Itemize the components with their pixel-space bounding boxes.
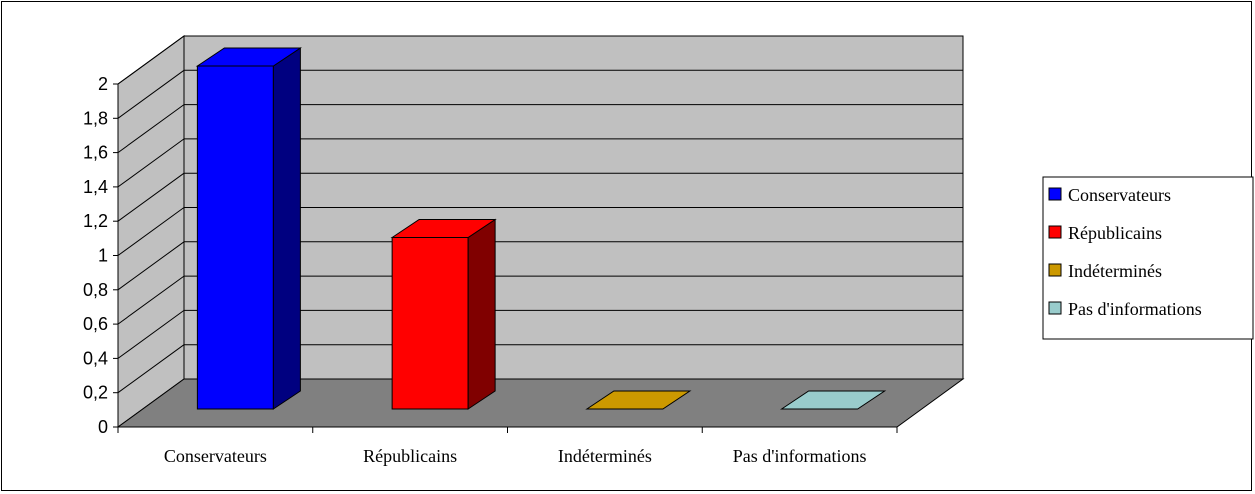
bar-side <box>467 218 496 410</box>
y-tick-label: 1,8 <box>83 108 108 128</box>
legend-swatch <box>1048 263 1062 277</box>
legend-swatch <box>1048 225 1062 239</box>
x-tick-labels: Conservateurs Républicains Indéterminés Pas… <box>164 446 867 466</box>
grid-line-side <box>117 275 185 325</box>
y-tick-label: 1,4 <box>83 177 108 197</box>
grid-line-side <box>117 172 185 222</box>
grid-lines <box>117 35 963 394</box>
x-tick-label: Pas d'informations <box>733 446 867 466</box>
grid-line-side <box>117 138 185 188</box>
bar-pas-d-informations <box>779 390 887 410</box>
bar-side <box>272 47 301 410</box>
grid-line-side <box>117 35 185 85</box>
legend-label: Pas d'informations <box>1068 299 1202 319</box>
bar-r-publicains <box>390 218 497 410</box>
y-tick-label: 1,2 <box>83 211 108 231</box>
legend-swatch <box>1048 187 1062 201</box>
legend-label: Républicains <box>1068 223 1162 243</box>
bar-top <box>390 219 497 238</box>
bar-top <box>779 390 887 410</box>
grid-line-side <box>117 69 185 119</box>
legend-label: Conservateurs <box>1068 185 1171 205</box>
y-tick-label: 0,4 <box>83 348 108 368</box>
grid-line-side <box>117 344 185 394</box>
bar-top <box>195 47 303 67</box>
x-tick-label: Républicains <box>363 446 457 466</box>
y-tick-label: 0,2 <box>83 383 108 403</box>
y-tick-label: 0,8 <box>83 280 108 300</box>
grid-line-side <box>117 309 185 359</box>
bar-front <box>196 65 274 410</box>
legend-box <box>1042 176 1254 340</box>
x-axis <box>117 426 898 433</box>
grid-line-side <box>117 207 185 256</box>
x-tick-label: Indéterminés <box>558 446 652 466</box>
bar-ind-termin-s <box>585 390 692 410</box>
y-tick-label: 1,6 <box>83 143 108 163</box>
y-tick-label: 0 <box>98 417 108 437</box>
grid-line-side <box>117 104 185 154</box>
grid-line-side <box>117 241 185 291</box>
y-tick-label: 0,6 <box>83 314 108 334</box>
legend-swatch <box>1048 301 1062 315</box>
y-tick-label: 1 <box>98 246 108 266</box>
bar-conservateurs <box>195 47 303 410</box>
bar-top <box>585 390 692 410</box>
x-tick-label: Conservateurs <box>164 446 267 466</box>
legend-label: Indéterminés <box>1068 261 1162 281</box>
bars <box>195 47 887 410</box>
y-axis: 0 0,2 0,4 0,6 0,8 1 1,2 1,4 1,6 1,8 2 <box>83 74 119 437</box>
legend: Conservateurs Républicains Indéterminés Pas… <box>1042 176 1254 340</box>
y-tick-label: 2 <box>98 74 108 94</box>
bar-front <box>391 237 469 410</box>
